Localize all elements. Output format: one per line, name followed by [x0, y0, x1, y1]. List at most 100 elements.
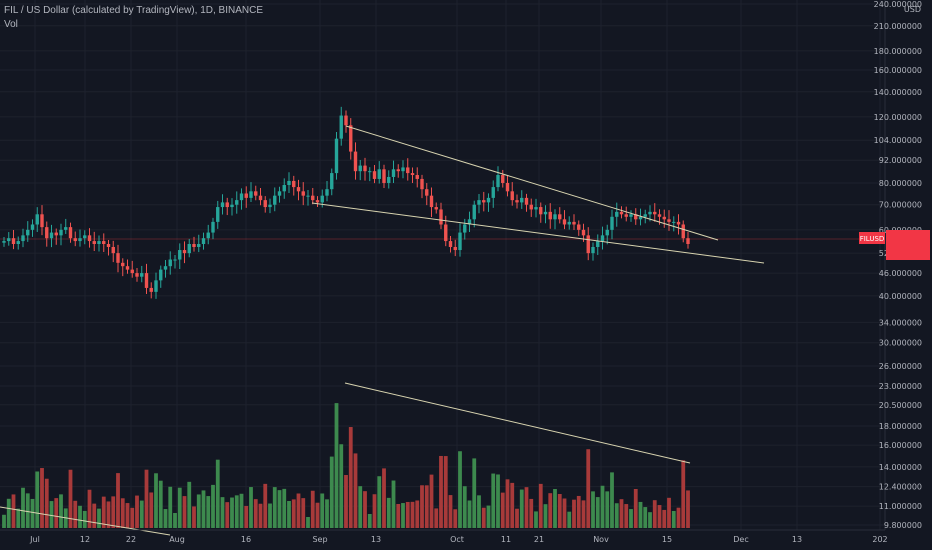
- candle: [477, 194, 481, 214]
- volume-bar: [11, 494, 16, 528]
- price-tick-label: 80.000000: [879, 179, 922, 188]
- candle: [249, 182, 253, 203]
- candle: [268, 198, 272, 214]
- volume-bar: [424, 485, 429, 528]
- candle: [515, 194, 519, 209]
- volume-bar: [686, 490, 690, 528]
- volume-bars: [2, 403, 690, 528]
- candle: [263, 196, 267, 213]
- volume-bar: [291, 499, 296, 528]
- price-tick-label: 240.000000: [874, 0, 922, 9]
- candle: [667, 210, 671, 231]
- candle: [315, 196, 320, 208]
- time-axis[interactable]: Jul 12 22 Aug 16 Sep 13 Oct 11 21 Nov 15 Dec 13 202: [0, 529, 888, 544]
- volume-bar: [21, 487, 25, 528]
- candle: [410, 167, 415, 184]
- volume-bar: [524, 487, 529, 528]
- candle: [662, 209, 666, 228]
- volume-bar: [78, 505, 82, 528]
- candle: [7, 232, 11, 246]
- time-tick-label: 22: [126, 535, 136, 544]
- volume-bar: [315, 502, 320, 528]
- candle: [610, 209, 614, 240]
- candle: [102, 233, 106, 252]
- candle: [349, 118, 353, 160]
- candle: [87, 228, 92, 248]
- volume-bar: [130, 507, 135, 528]
- volume-bar: [458, 451, 462, 528]
- candle: [116, 244, 120, 273]
- volume-bar: [334, 403, 339, 528]
- candle: [216, 200, 220, 229]
- symbol-title[interactable]: FIL / US Dollar (calculated by TradingVi…: [4, 5, 263, 16]
- candle: [73, 231, 77, 247]
- volume-bar: [638, 501, 643, 528]
- volume-indicator-label[interactable]: Vol: [4, 19, 18, 30]
- candle: [472, 200, 476, 228]
- time-tick-label: 13: [371, 535, 381, 544]
- candle: [434, 202, 438, 214]
- candle: [510, 182, 514, 206]
- volume-bar: [652, 500, 657, 528]
- time-tick-label: Aug: [169, 535, 185, 544]
- volume-bar: [358, 486, 363, 528]
- volume-bar: [106, 501, 111, 528]
- time-tick-label: Nov: [593, 535, 609, 544]
- volume-bar: [149, 492, 154, 528]
- volume-bar: [211, 484, 215, 528]
- volume-bar: [325, 499, 329, 528]
- volume-bar: [363, 491, 367, 528]
- volume-bar: [282, 488, 287, 528]
- candle: [11, 229, 16, 250]
- volume-bar: [671, 511, 676, 528]
- volume-bar: [201, 490, 206, 528]
- candle: [330, 168, 334, 196]
- volume-bar: [529, 498, 534, 528]
- price-tick-label: 104.000000: [874, 136, 922, 145]
- candle: [220, 194, 225, 215]
- volume-bar: [44, 478, 49, 528]
- candle: [686, 232, 690, 249]
- volume-bar: [125, 503, 130, 528]
- candlesticks: [2, 106, 690, 299]
- price-tick-label: 23.000000: [879, 382, 922, 391]
- candle: [429, 187, 434, 218]
- candle: [178, 243, 182, 269]
- candle: [648, 205, 652, 222]
- candle: [182, 241, 187, 264]
- volume-bar: [168, 486, 173, 528]
- candle: [16, 236, 20, 250]
- lower-trendline: [311, 202, 765, 264]
- candle: [681, 220, 685, 243]
- volume-bar: [16, 508, 21, 528]
- volume-bar: [173, 513, 177, 528]
- volume-bar: [249, 487, 253, 528]
- price-tick-label: 180.000000: [874, 47, 922, 56]
- candle: [140, 265, 144, 283]
- volume-bar: [344, 475, 348, 528]
- price-tick-label: 120.000000: [874, 113, 922, 122]
- candle: [353, 142, 358, 180]
- price-axis[interactable]: 240.000000 210.000000 180.000000 160.000000…: [874, 0, 922, 530]
- candle: [420, 174, 424, 199]
- volume-bar: [491, 473, 496, 528]
- volume-bar: [339, 444, 344, 528]
- candle: [282, 178, 286, 199]
- candle: [273, 187, 277, 212]
- volume-bar: [505, 479, 510, 528]
- volume-bar: [633, 488, 638, 528]
- candle: [64, 218, 68, 234]
- time-tick-label: 202: [872, 535, 887, 544]
- candle: [258, 187, 263, 206]
- volume-bar: [396, 503, 401, 528]
- volume-bar: [548, 493, 553, 528]
- candle: [197, 234, 201, 253]
- candle: [187, 238, 191, 258]
- volume-bar: [73, 500, 78, 528]
- candle: [106, 239, 111, 256]
- candle: [358, 159, 362, 181]
- time-tick-label: 13: [792, 535, 802, 544]
- candle: [567, 216, 571, 230]
- volume-bar: [676, 507, 681, 528]
